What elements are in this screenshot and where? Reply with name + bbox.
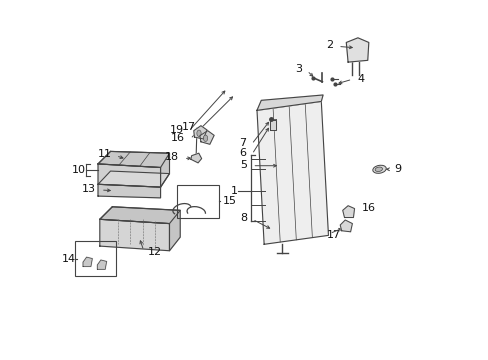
Text: 1: 1: [230, 186, 237, 196]
Text: 3: 3: [295, 64, 302, 74]
Polygon shape: [100, 207, 180, 224]
Polygon shape: [83, 257, 92, 266]
Polygon shape: [269, 120, 275, 130]
Polygon shape: [193, 126, 206, 139]
Ellipse shape: [197, 130, 201, 136]
Text: 5: 5: [240, 159, 247, 170]
Polygon shape: [190, 153, 201, 163]
Text: 2: 2: [325, 40, 332, 50]
Polygon shape: [100, 207, 180, 251]
Text: 9: 9: [394, 164, 401, 174]
Text: 6: 6: [239, 148, 246, 158]
Polygon shape: [340, 220, 352, 232]
Polygon shape: [98, 171, 169, 187]
Text: 16: 16: [361, 203, 375, 213]
Bar: [176, 185, 219, 217]
Text: 13: 13: [82, 184, 96, 194]
Polygon shape: [97, 260, 106, 269]
Ellipse shape: [203, 135, 207, 141]
Polygon shape: [342, 206, 354, 217]
Text: 4: 4: [357, 74, 364, 84]
Text: 17: 17: [326, 230, 340, 240]
Polygon shape: [257, 95, 323, 111]
Polygon shape: [257, 102, 328, 244]
Polygon shape: [98, 164, 160, 187]
Text: 15: 15: [223, 197, 237, 206]
Text: 16: 16: [171, 133, 185, 143]
Ellipse shape: [374, 167, 382, 171]
Ellipse shape: [372, 165, 386, 173]
Text: 14: 14: [61, 254, 76, 264]
Polygon shape: [98, 152, 169, 167]
Text: 10: 10: [71, 165, 85, 175]
Text: 19: 19: [169, 125, 183, 135]
Text: 8: 8: [240, 213, 247, 223]
Polygon shape: [100, 219, 169, 251]
Polygon shape: [98, 184, 160, 198]
Text: 11: 11: [98, 149, 111, 159]
Polygon shape: [346, 38, 368, 62]
Bar: [75, 241, 116, 276]
Text: 12: 12: [147, 247, 161, 257]
Text: 18: 18: [164, 153, 179, 162]
Text: 7: 7: [239, 138, 246, 148]
Polygon shape: [98, 152, 169, 187]
Polygon shape: [200, 131, 214, 144]
Text: 17: 17: [182, 122, 196, 132]
